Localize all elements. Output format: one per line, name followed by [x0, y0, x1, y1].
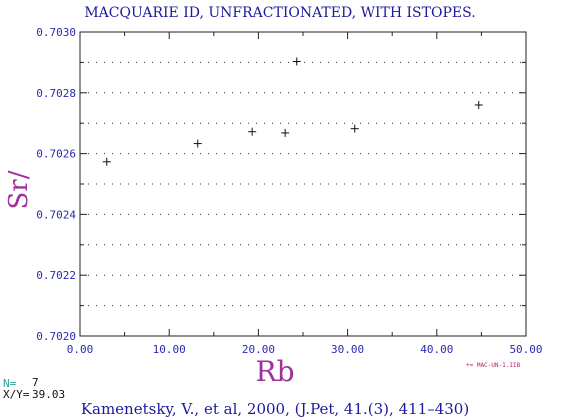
- x-tick-labels: 0.00 10.00 20.00 30.00 40.00 50.00: [67, 343, 543, 356]
- x-tick-label: 10.00: [153, 343, 186, 356]
- data-point: [474, 100, 483, 109]
- legend-label: += MAC-UN-1.IIB: [466, 362, 521, 369]
- y-axis-label: Sr/: [4, 170, 34, 209]
- x-tick-label: 0.00: [67, 343, 94, 356]
- y-tick-label: 0.7022: [36, 269, 76, 282]
- plot-frame: [79, 31, 527, 337]
- n-value: 7: [32, 376, 39, 389]
- chart-title: MACQUARIE ID, UNFRACTIONATED, WITH ISTOP…: [84, 5, 475, 21]
- y-tick-label: 0.7028: [36, 87, 76, 100]
- y-tick-label: 0.7026: [36, 148, 76, 161]
- n-label: N=: [3, 377, 17, 390]
- y-tick-label: 0.7020: [36, 330, 76, 343]
- x-tick-label: 40.00: [420, 343, 453, 356]
- xy-value: 39.03: [32, 388, 65, 401]
- data-point: [292, 57, 301, 66]
- data-point: [350, 124, 359, 133]
- data-point: [248, 127, 257, 136]
- xy-label: X/Y=: [3, 388, 30, 401]
- data-point: [281, 128, 290, 137]
- citation: Kamenetsky, V., et al, 2000, (J.Pet, 41.…: [81, 400, 469, 418]
- gridlines: [80, 61, 526, 307]
- x-tick-label: 20.00: [242, 343, 275, 356]
- axis-ticks: [79, 31, 527, 337]
- y-tick-labels: 0.7020 0.7022 0.7024 0.7026 0.7028 0.7030: [36, 26, 76, 343]
- x-tick-label: 50.00: [509, 343, 542, 356]
- y-tick-label: 0.7030: [36, 26, 76, 39]
- data-point: [193, 139, 202, 148]
- data-point: [102, 157, 111, 166]
- data-points: [102, 57, 483, 166]
- x-axis-label: Rb: [255, 355, 294, 388]
- x-tick-label: 30.00: [331, 343, 364, 356]
- y-tick-label: 0.7024: [36, 208, 76, 221]
